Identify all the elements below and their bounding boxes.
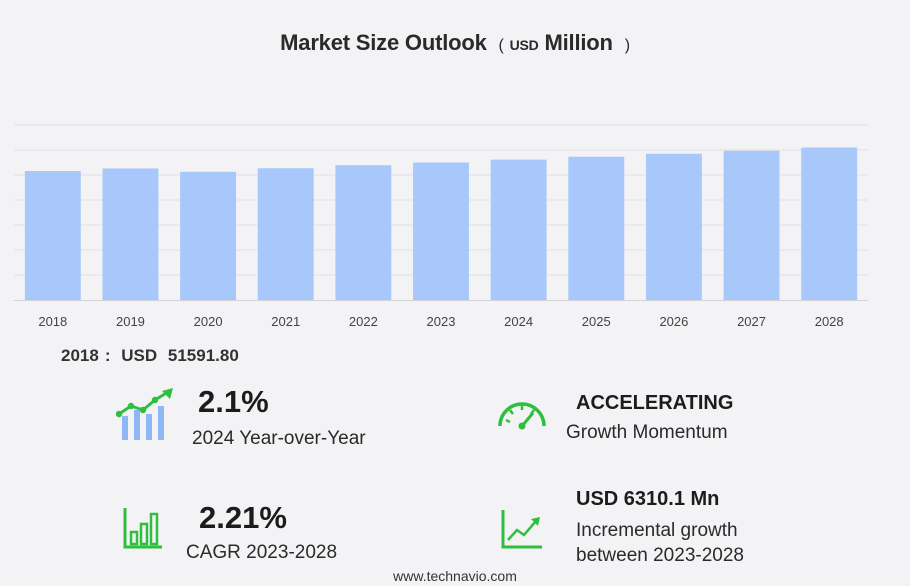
- bar-2026: [645, 153, 702, 300]
- speedometer-icon: [498, 402, 546, 430]
- bar-2022: [335, 165, 392, 300]
- bar-2028: [801, 147, 858, 300]
- title-unit-small: USD: [509, 37, 539, 53]
- bar-2027: [723, 150, 780, 300]
- x-tick-2019: 2019: [116, 314, 145, 329]
- chart-title: Market Size Outlook ( USD Million ): [0, 30, 910, 56]
- base-amount: 51591.80: [167, 346, 239, 365]
- x-tick-2020: 2020: [194, 314, 223, 329]
- base-year-value: 2018: USD 51591.80: [61, 346, 245, 366]
- bar-chart: 2018 2019 2020 2021 2022 2023 2024 2025 2026 2027…: [14, 124, 868, 329]
- trend-line-icon: [501, 510, 542, 549]
- title-main: Market Size Outlook: [280, 30, 487, 55]
- x-tick-2025: 2025: [582, 314, 611, 329]
- x-tick-labels: 2018 2019 2020 2021 2022 2023 2024 2025 2026 2027…: [38, 314, 843, 329]
- bar-chart-icon: [123, 508, 162, 549]
- bar-2019: [102, 168, 159, 300]
- base-year: 2018: [61, 346, 99, 365]
- x-tick-2018: 2018: [38, 314, 67, 329]
- footer-source: www.technavio.com: [393, 568, 517, 584]
- x-tick-2022: 2022: [349, 314, 378, 329]
- kpi-momentum-label: Growth Momentum: [566, 422, 728, 443]
- bar-2020: [180, 171, 237, 300]
- base-currency: USD: [121, 346, 158, 365]
- bar-2024: [490, 159, 547, 300]
- x-tick-2024: 2024: [504, 314, 533, 329]
- kpi-yoy-value: 2.1%: [198, 384, 269, 419]
- kpi-yoy-label: 2024 Year-over-Year: [192, 428, 366, 449]
- base-sep: :: [104, 346, 111, 365]
- x-tick-2021: 2021: [271, 314, 300, 329]
- x-tick-2028: 2028: [815, 314, 844, 329]
- bar-2018: [24, 171, 81, 300]
- bar-2021: [257, 168, 314, 300]
- bar-2023: [413, 162, 469, 300]
- kpi-cagr-label: CAGR 2023-2028: [186, 542, 338, 563]
- title-close-paren: ): [624, 37, 630, 54]
- bar-2025: [568, 156, 625, 300]
- kpi-incremental-label-line1: Incremental growth: [576, 520, 738, 541]
- x-tick-2023: 2023: [427, 314, 456, 329]
- x-tick-2027: 2027: [737, 314, 766, 329]
- title-unit-big: Million: [544, 30, 613, 55]
- kpi-momentum-head: ACCELERATING: [576, 392, 734, 414]
- x-tick-2026: 2026: [659, 314, 688, 329]
- kpi-incremental-label-line2: between 2023-2028: [576, 545, 744, 566]
- title-open-paren: (: [498, 37, 504, 54]
- bars: [24, 147, 858, 300]
- kpi-incremental-head: USD 6310.1 Mn: [576, 488, 720, 510]
- kpi-cagr-value: 2.21%: [199, 500, 287, 535]
- growth-chart-icon: [116, 388, 173, 440]
